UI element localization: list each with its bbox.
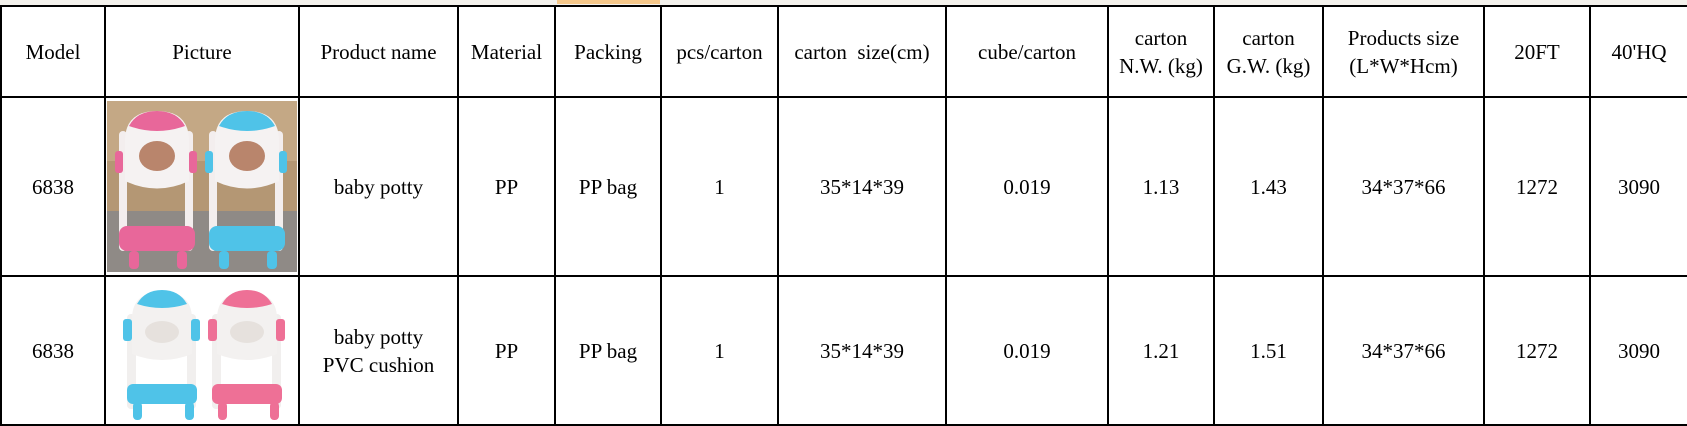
header-40hq[interactable]: 40'HQ	[1589, 5, 1687, 98]
blue-potty	[205, 111, 287, 269]
cell-40hq[interactable]: 3090	[1589, 275, 1687, 426]
cell-carton-size[interactable]: 35*14*39	[777, 96, 947, 277]
header-20ft[interactable]: 20FT	[1483, 5, 1591, 98]
cell-products-size[interactable]: 34*37*66	[1322, 275, 1485, 426]
line: (L*W*Hcm)	[1349, 53, 1458, 78]
cell-product-name[interactable]: baby potty	[298, 96, 459, 277]
cell-cube-carton[interactable]: 0.019	[945, 96, 1109, 277]
cell-carton-gw[interactable]: 1.51	[1213, 275, 1324, 426]
cell-pcs-carton[interactable]: 1	[660, 275, 779, 426]
blue-potty	[123, 290, 200, 420]
product-photo	[107, 279, 297, 422]
cell-model[interactable]: 6838	[0, 96, 106, 277]
cell-20ft[interactable]: 1272	[1483, 275, 1591, 426]
cell-picture[interactable]	[104, 275, 300, 426]
cell-picture[interactable]	[104, 96, 300, 277]
cell-product-name[interactable]: baby potty PVC cushion	[298, 275, 459, 426]
header-cube-carton[interactable]: cube/carton	[945, 5, 1109, 98]
product-photo	[107, 101, 297, 272]
cell-pcs-carton[interactable]: 1	[660, 96, 779, 277]
cell-packing[interactable]: PP bag	[554, 96, 662, 277]
header-pcs-carton[interactable]: pcs/carton	[660, 5, 779, 98]
header-product-name[interactable]: Product name	[298, 5, 459, 98]
cell-20ft[interactable]: 1272	[1483, 96, 1591, 277]
cell-carton-gw[interactable]: 1.43	[1213, 96, 1324, 277]
header-model[interactable]: Model	[0, 5, 106, 98]
header-picture[interactable]: Picture	[104, 5, 300, 98]
table-row: 6838	[0, 96, 1687, 277]
product-spec-table: Model Picture Product name Material Pack…	[0, 5, 1687, 426]
selected-cell-highlight	[557, 0, 660, 4]
header-carton-nw[interactable]: carton N.W. (kg)	[1107, 5, 1215, 98]
line: N.W. (kg)	[1119, 53, 1203, 78]
cell-products-size[interactable]: 34*37*66	[1322, 96, 1485, 277]
cell-carton-nw[interactable]: 1.13	[1107, 96, 1215, 277]
cell-packing[interactable]: PP bag	[554, 275, 662, 426]
line: carton	[1134, 25, 1188, 50]
header-carton-gw[interactable]: carton G.W. (kg)	[1213, 5, 1324, 98]
header-row: Model Picture Product name Material Pack…	[0, 5, 1687, 98]
line: G.W. (kg)	[1226, 53, 1311, 78]
line: PVC cushion	[322, 352, 435, 377]
header-material[interactable]: Material	[457, 5, 556, 98]
line: carton	[1242, 25, 1295, 50]
line: baby potty	[333, 324, 424, 349]
cell-material[interactable]: PP	[457, 96, 556, 277]
cell-cube-carton[interactable]: 0.019	[945, 275, 1109, 426]
header-products-size[interactable]: Products size (L*W*Hcm)	[1322, 5, 1485, 98]
cell-carton-nw[interactable]: 1.21	[1107, 275, 1215, 426]
table-row: 6838	[0, 275, 1687, 426]
cell-material[interactable]: PP	[457, 275, 556, 426]
cell-model[interactable]: 6838	[0, 275, 106, 426]
pink-potty	[208, 290, 285, 420]
cell-40hq[interactable]: 3090	[1589, 96, 1687, 277]
header-carton-size[interactable]: carton size(cm)	[777, 5, 947, 98]
cell-carton-size[interactable]: 35*14*39	[777, 275, 947, 426]
pink-potty	[115, 111, 197, 269]
line: Products size	[1347, 25, 1460, 50]
header-packing[interactable]: Packing	[554, 5, 662, 98]
line: baby potty	[333, 174, 424, 199]
